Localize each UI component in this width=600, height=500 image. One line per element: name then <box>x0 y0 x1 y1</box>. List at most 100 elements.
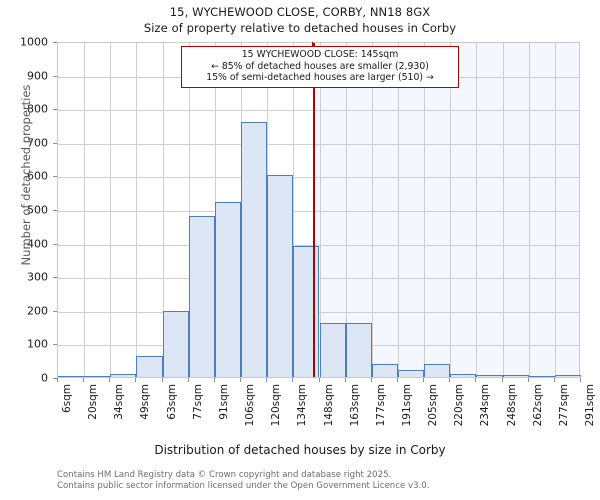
gridline-vertical <box>84 43 85 377</box>
property-marker-line <box>313 43 316 377</box>
histogram-bar <box>84 376 111 377</box>
footer-line-1: Contains HM Land Registry data © Crown c… <box>57 470 392 480</box>
gridline-vertical <box>163 43 164 377</box>
x-axis-tick-label: 291sqm <box>584 384 596 427</box>
histogram-bar <box>345 323 372 377</box>
y-axis-tick-label: 700 <box>27 136 48 150</box>
gridline-horizontal <box>58 110 579 112</box>
gridline-vertical <box>372 43 373 377</box>
x-axis-tick-mark <box>580 378 581 382</box>
x-axis-tick-label: 177sqm <box>374 384 387 427</box>
y-axis-tick-mark <box>53 142 57 144</box>
gridline-vertical <box>110 43 111 377</box>
x-axis-tick-label: 63sqm <box>165 384 178 420</box>
gridline-vertical <box>529 43 530 377</box>
y-axis-tick-mark <box>53 109 57 111</box>
histogram-bar <box>58 376 85 377</box>
x-axis-tick-mark <box>266 378 267 382</box>
gridline-vertical <box>293 43 294 377</box>
y-axis-title: Number of detached properties <box>19 84 33 266</box>
gridline-horizontal <box>58 244 579 246</box>
y-axis-tick-mark <box>53 344 57 346</box>
y-axis-tick-label: 800 <box>27 102 48 116</box>
histogram-bar <box>371 363 398 377</box>
x-axis-tick-mark <box>83 378 84 382</box>
page-subtitle: Size of property relative to detached ho… <box>143 21 457 35</box>
x-axis-tick-label: 49sqm <box>139 384 152 420</box>
x-axis-tick-mark <box>397 378 398 382</box>
x-axis-tick-label: 20sqm <box>87 384 100 420</box>
histogram-bar <box>450 374 477 377</box>
gridline-vertical <box>398 43 399 377</box>
x-axis-tick-label: 248sqm <box>505 384 518 427</box>
histogram-bar <box>267 175 294 377</box>
histogram-bar <box>136 356 163 377</box>
gridline-vertical <box>346 43 347 377</box>
x-axis-tick-mark <box>109 378 110 382</box>
histogram-bar <box>162 311 189 377</box>
y-axis-tick-label: 200 <box>27 304 48 318</box>
x-axis-tick-mark <box>188 378 189 382</box>
attribution-footer: Contains HM Land Registry data © Crown c… <box>57 470 429 492</box>
histogram-bar <box>241 121 268 377</box>
x-axis-tick-label: 163sqm <box>348 384 361 427</box>
histogram-bar <box>476 375 503 377</box>
x-axis-tick-label: 91sqm <box>217 384 230 420</box>
y-axis-tick-mark <box>53 243 57 245</box>
x-axis-tick-label: 262sqm <box>531 384 544 427</box>
annotation-connector <box>312 42 314 47</box>
y-axis-tick-mark <box>53 378 57 379</box>
gridline-vertical <box>424 43 425 377</box>
x-axis-tick-mark <box>502 378 503 382</box>
x-axis-tick-mark <box>162 378 163 382</box>
y-axis-tick-mark <box>53 277 57 279</box>
y-axis-tick-label: 100 <box>27 337 48 351</box>
y-axis-tick-label: 300 <box>27 270 48 284</box>
x-axis-tick-label: 77sqm <box>191 384 204 420</box>
gridline-vertical <box>450 43 451 377</box>
x-axis-tick-label: 220sqm <box>453 384 466 427</box>
x-axis-tick-label: 106sqm <box>244 384 257 427</box>
x-axis-tick-label: 191sqm <box>400 384 413 427</box>
y-axis-tick-label: 600 <box>27 169 48 183</box>
x-axis-tick-label: 120sqm <box>270 384 283 427</box>
histogram-bar <box>528 376 555 377</box>
x-axis-title: Distribution of detached houses by size … <box>154 443 446 457</box>
x-axis-tick-mark <box>135 378 136 382</box>
gridline-horizontal <box>58 177 579 179</box>
histogram-bar <box>502 375 529 377</box>
x-axis-tick-mark <box>371 378 372 382</box>
gridline-horizontal <box>58 143 579 145</box>
gridline-vertical <box>320 43 321 377</box>
y-axis-tick-mark <box>53 210 57 211</box>
histogram-bar <box>188 215 215 377</box>
x-axis-tick-label: 234sqm <box>479 384 492 427</box>
histogram-bar <box>397 369 425 377</box>
footer-line-2: Contains public sector information licen… <box>57 481 430 491</box>
x-axis-tick-label: 148sqm <box>322 384 335 427</box>
y-axis-tick-mark <box>53 42 57 43</box>
x-axis-tick-mark <box>214 378 215 382</box>
y-axis-tick-mark <box>53 310 57 312</box>
y-axis-tick-label: 1000 <box>20 35 48 49</box>
page-title: 15, WYCHEWOOD CLOSE, CORBY, NN18 8GX <box>169 5 431 19</box>
title-block: 15, WYCHEWOOD CLOSE, CORBY, NN18 8GX Siz… <box>0 4 600 36</box>
x-axis-tick-mark <box>240 378 241 382</box>
histogram-bar <box>424 363 451 377</box>
histogram-bars <box>58 43 581 377</box>
x-axis-tick-mark <box>554 378 555 382</box>
x-axis-tick-mark <box>57 378 58 382</box>
chart-plot-area <box>57 42 581 378</box>
x-axis-tick-label: 6sqm <box>61 384 73 414</box>
x-axis-tick-mark <box>292 378 293 382</box>
x-axis-tick-label: 134sqm <box>296 384 309 427</box>
x-axis-tick-label: 205sqm <box>427 384 440 427</box>
x-axis-tick-label: 277sqm <box>557 384 570 427</box>
gridline-vertical <box>189 43 190 377</box>
annotation-callout: 15 WYCHEWOOD CLOSE: 145sqm ← 85% of deta… <box>181 46 459 88</box>
gridline-vertical <box>503 43 504 377</box>
y-axis-tick-mark <box>53 75 57 77</box>
histogram-bar <box>554 375 581 377</box>
x-axis-tick-mark <box>319 378 320 382</box>
annotation-line-3: 15% of semi-detached houses are larger (… <box>206 72 434 83</box>
